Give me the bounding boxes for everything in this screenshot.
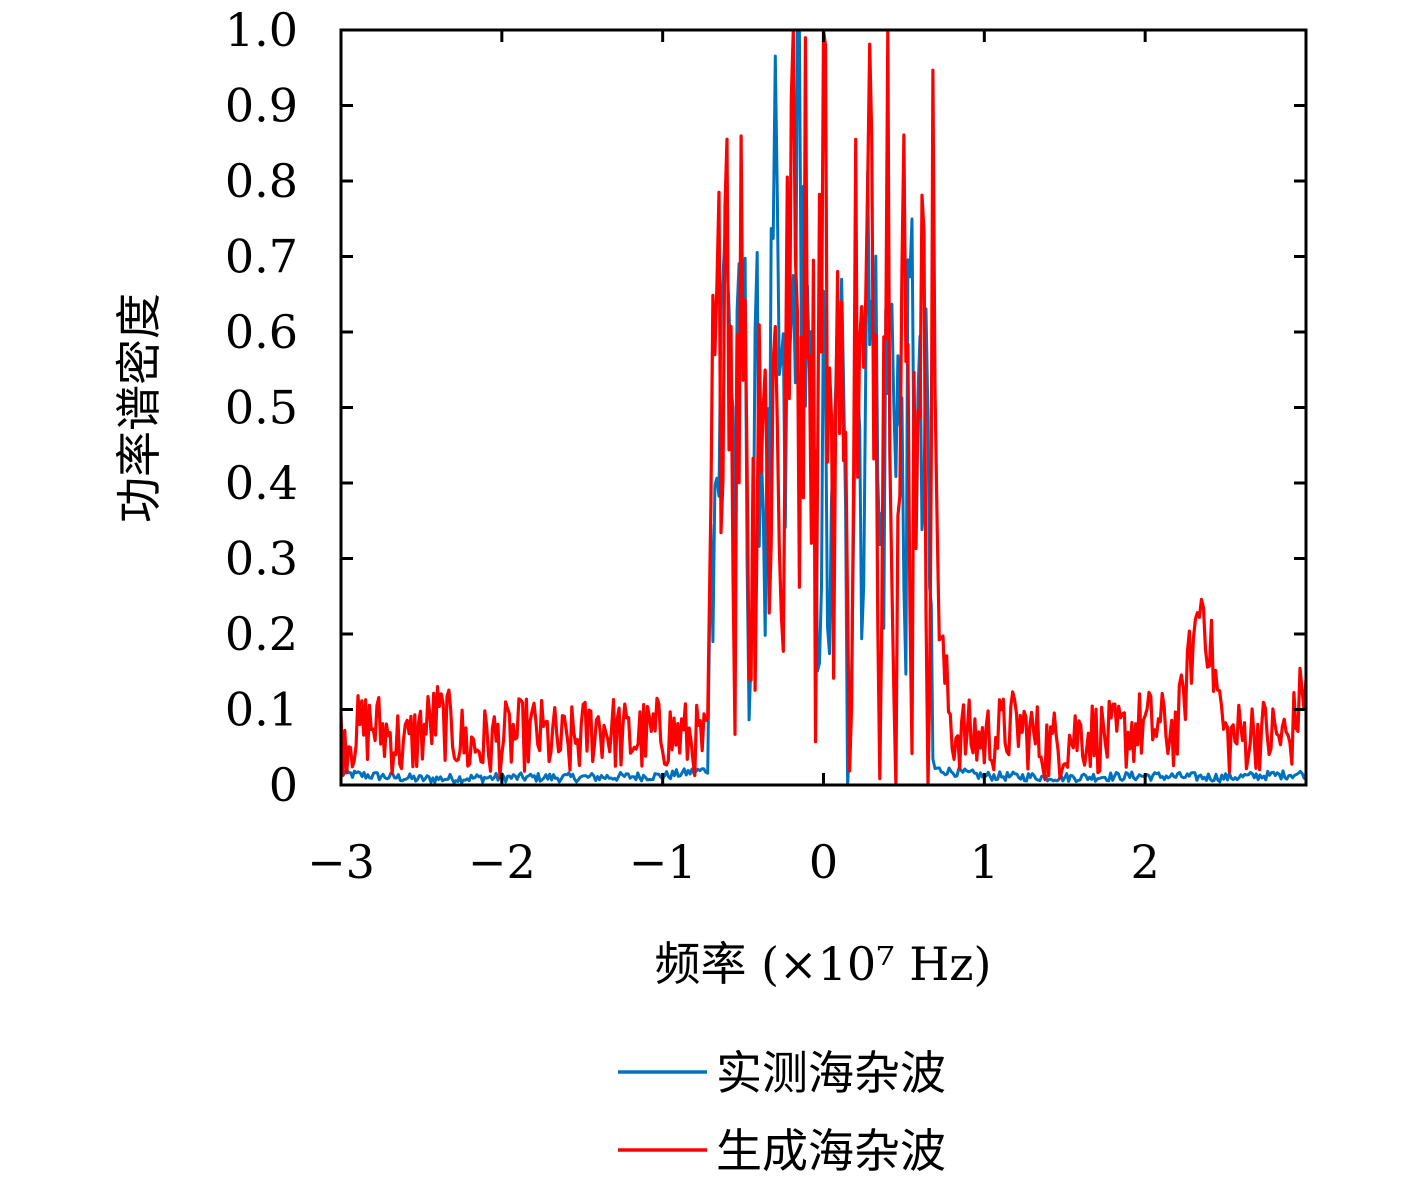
y-tick-label-5: 0.5	[225, 381, 298, 435]
x-tick-label-3: 0	[809, 835, 838, 889]
y-axis-title: 功率谱密度	[112, 293, 166, 523]
y-tick-label-9: 0.9	[225, 79, 298, 133]
y-tick-label-6: 0.6	[225, 305, 298, 359]
legend-label-2: 生成海杂波	[716, 1124, 946, 1178]
y-tick-label-7: 0.7	[225, 230, 298, 284]
x-tick-label-2: −1	[629, 835, 697, 889]
x-axis-title: 频率 (×10⁷ Hz)	[654, 937, 991, 991]
y-tick-label-10: 1.0	[225, 3, 298, 57]
y-tick-label-0: 0	[269, 758, 298, 812]
y-tick-label-4: 0.4	[225, 456, 298, 510]
y-tick-label-3: 0.3	[225, 532, 298, 586]
y-tick-label-8: 0.8	[225, 154, 298, 208]
x-tick-label-0: −3	[307, 835, 375, 889]
y-tick-label-1: 0.1	[225, 683, 298, 737]
x-tick-label-5: 2	[1131, 835, 1160, 889]
x-tick-label-4: 1	[970, 835, 999, 889]
legend-label-1: 实测海杂波	[716, 1046, 946, 1100]
series-line-2	[341, 30, 1306, 785]
tick-layer: −3 −2 −1 0 1 2 0 0.1 0.2 0.3 0.4 0.5 0.6 0.7 0.8 0.9 1.0	[225, 3, 1306, 889]
series-layer	[341, 30, 1306, 785]
y-tick-label-2: 0.2	[225, 607, 298, 661]
x-tick-label-1: −2	[468, 835, 536, 889]
